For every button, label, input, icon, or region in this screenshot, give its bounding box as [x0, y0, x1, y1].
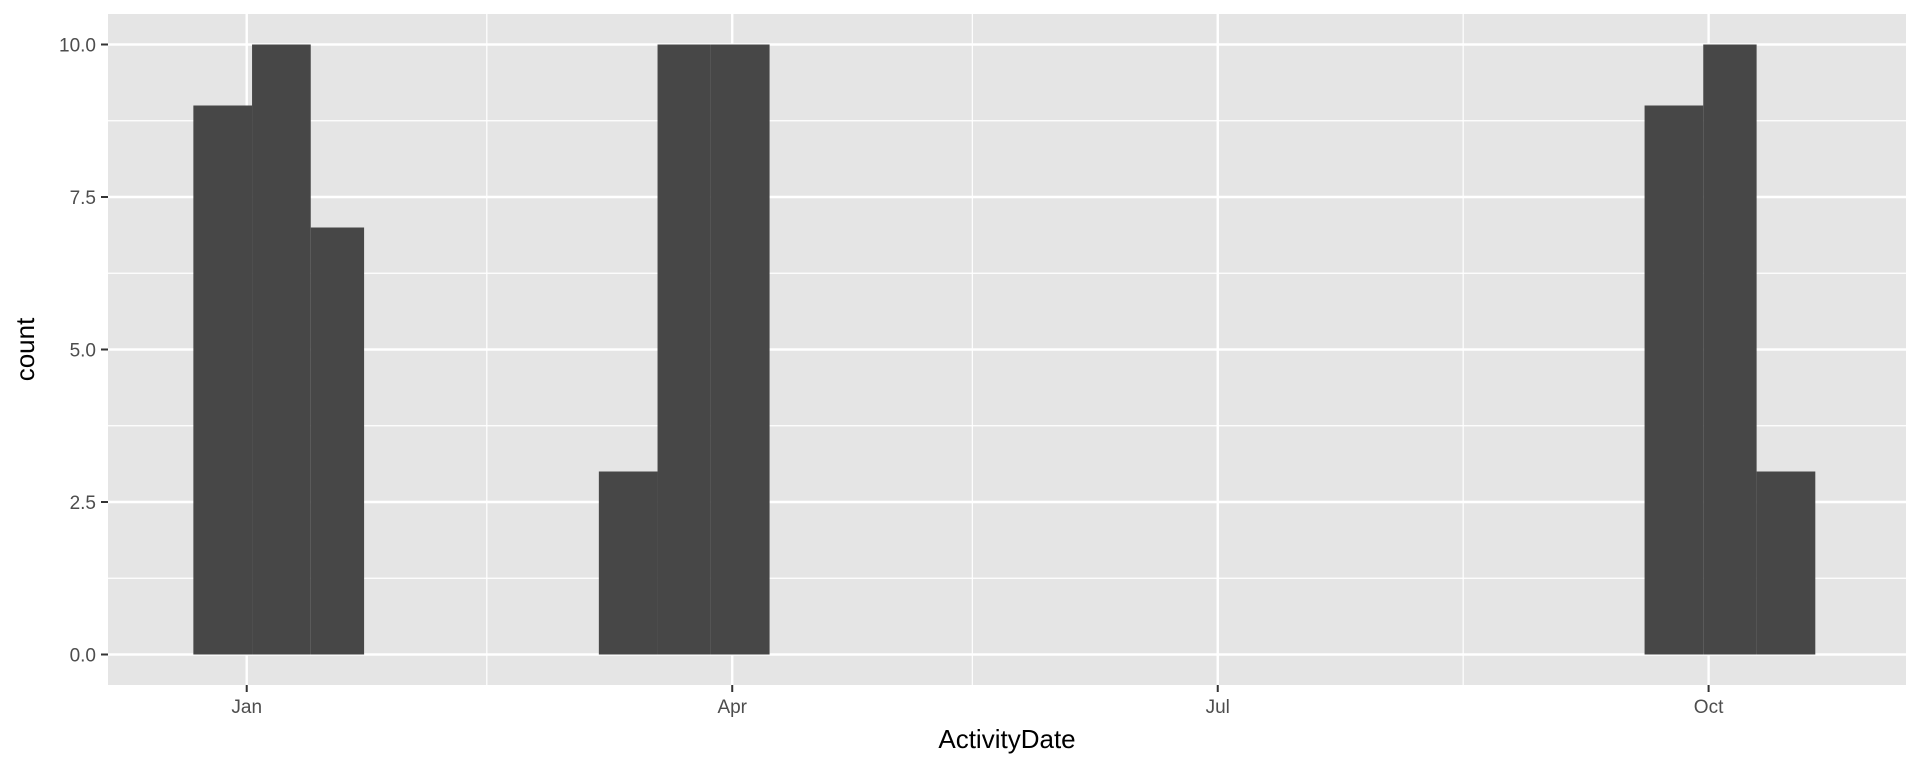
x-tick-label: Jan	[231, 697, 262, 718]
histogram-bar	[598, 471, 658, 655]
x-tick-label: Oct	[1694, 697, 1724, 718]
x-tick-label: Jul	[1206, 697, 1230, 718]
x-axis-title: ActivityDate	[938, 724, 1075, 754]
y-axis: 0.0 2.5 5.0 7.5 10.0	[59, 36, 108, 667]
y-axis-title: count	[10, 317, 40, 381]
y-tick-label: 5.0	[70, 341, 96, 362]
x-tick-label: Apr	[717, 697, 747, 718]
histogram-bars	[193, 44, 1816, 655]
y-tick-label: 2.5	[70, 493, 96, 514]
y-tick-label: 0.0	[70, 646, 96, 667]
y-tick-label: 10.0	[59, 36, 96, 57]
histogram-bar	[1703, 44, 1757, 655]
x-axis: Jan Apr Jul Oct	[231, 685, 1724, 718]
minor-gridlines	[108, 14, 1906, 685]
histogram-bar	[1644, 105, 1704, 655]
histogram-bar	[252, 44, 311, 655]
y-tick-label: 7.5	[70, 188, 96, 209]
histogram-bar	[657, 44, 711, 655]
histogram-bar	[1756, 471, 1816, 655]
histogram-bar	[310, 227, 365, 655]
histogram-bar	[710, 44, 770, 655]
histogram-bar	[193, 105, 253, 655]
